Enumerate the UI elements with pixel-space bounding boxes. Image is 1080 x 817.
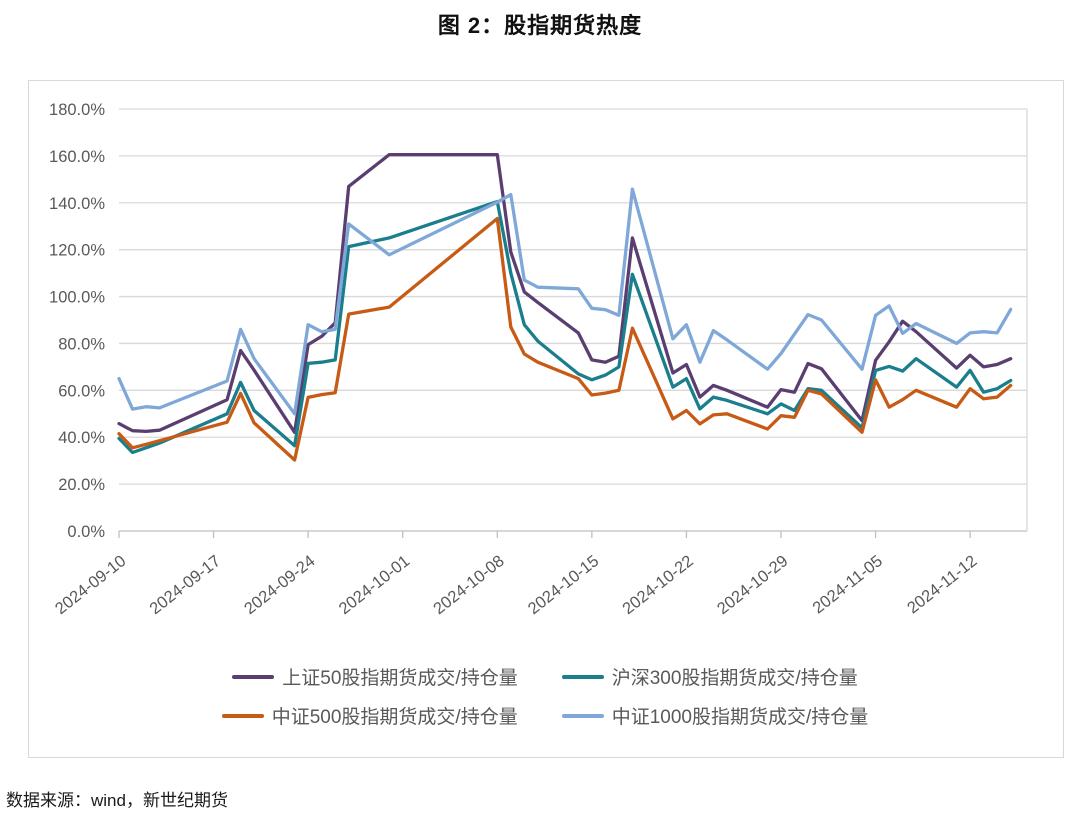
legend-line-swatch bbox=[221, 713, 264, 718]
x-axis-tick-label: 2024-09-24 bbox=[241, 552, 319, 618]
y-axis-tick-label: 40.0% bbox=[58, 429, 105, 447]
y-axis-tick-label: 100.0% bbox=[49, 289, 105, 307]
legend-item: 中证1000股指期货成交/持仓量 bbox=[561, 702, 869, 729]
legend-label: 上证50股指期货成交/持仓量 bbox=[282, 668, 518, 689]
legend-line-swatch bbox=[561, 674, 604, 679]
series-line-1 bbox=[117, 199, 1013, 455]
legend-item: 上证50股指期货成交/持仓量 bbox=[232, 663, 518, 690]
legend-label: 中证500股指期货成交/持仓量 bbox=[271, 707, 518, 728]
x-axis-tick-label: 2024-10-15 bbox=[525, 552, 603, 618]
series-line-0 bbox=[117, 153, 1013, 434]
source-note: 数据来源：wind，新世纪期货 bbox=[6, 791, 228, 810]
chart-title: 图 2：股指期货热度 bbox=[437, 13, 643, 38]
y-axis-tick-label: 160.0% bbox=[49, 148, 105, 166]
chart-legend: 上证50股指期货成交/持仓量 沪深300股指期货成交/持仓量中证500股指期货成交… bbox=[28, 663, 1062, 729]
legend-item: 中证500股指期货成交/持仓量 bbox=[221, 702, 518, 729]
x-axis-tick-label: 2024-09-17 bbox=[146, 552, 224, 618]
legend-label: 沪深300股指期货成交/持仓量 bbox=[611, 668, 858, 689]
x-axis-tick-label: 2024-11-12 bbox=[904, 552, 981, 617]
x-axis-tick-label: 2024-10-29 bbox=[714, 552, 792, 618]
legend-item: 沪深300股指期货成交/持仓量 bbox=[561, 663, 858, 690]
legend-line-swatch bbox=[232, 674, 275, 679]
legend-row: 上证50股指期货成交/持仓量 沪深300股指期货成交/持仓量 bbox=[232, 663, 858, 690]
x-axis-tick-label: 2024-10-08 bbox=[430, 552, 508, 618]
legend-line-swatch bbox=[561, 713, 604, 718]
x-axis-tick-label: 2024-11-05 bbox=[809, 552, 886, 617]
y-axis-tick-label: 20.0% bbox=[58, 476, 105, 494]
y-axis-tick-label: 80.0% bbox=[58, 335, 105, 353]
legend-row: 中证500股指期货成交/持仓量 中证1000股指期货成交/持仓量 bbox=[221, 702, 869, 729]
y-axis-tick-label: 120.0% bbox=[49, 242, 105, 260]
line-chart-plot: 0.0% 20.0% 40.0% 60.0% 80.0% 100.0% 120.0% 140.… bbox=[49, 101, 1028, 618]
series-line-3 bbox=[117, 187, 1013, 416]
y-axis-tick-label: 0.0% bbox=[67, 523, 105, 541]
y-axis-tick-label: 140.0% bbox=[49, 195, 105, 213]
x-axis-tick-label: 2024-10-22 bbox=[619, 552, 697, 618]
y-axis-tick-label: 180.0% bbox=[49, 101, 105, 119]
series-line-2 bbox=[117, 216, 1013, 462]
legend-label: 中证1000股指期货成交/持仓量 bbox=[611, 707, 869, 728]
y-axis-tick-label: 60.0% bbox=[58, 382, 105, 400]
x-axis-tick-label: 2024-10-01 bbox=[336, 552, 414, 618]
x-axis-tick-label: 2024-09-10 bbox=[52, 552, 130, 618]
chart-frame: 0.0% 20.0% 40.0% 60.0% 80.0% 100.0% 120.0% 140.… bbox=[28, 80, 1064, 758]
